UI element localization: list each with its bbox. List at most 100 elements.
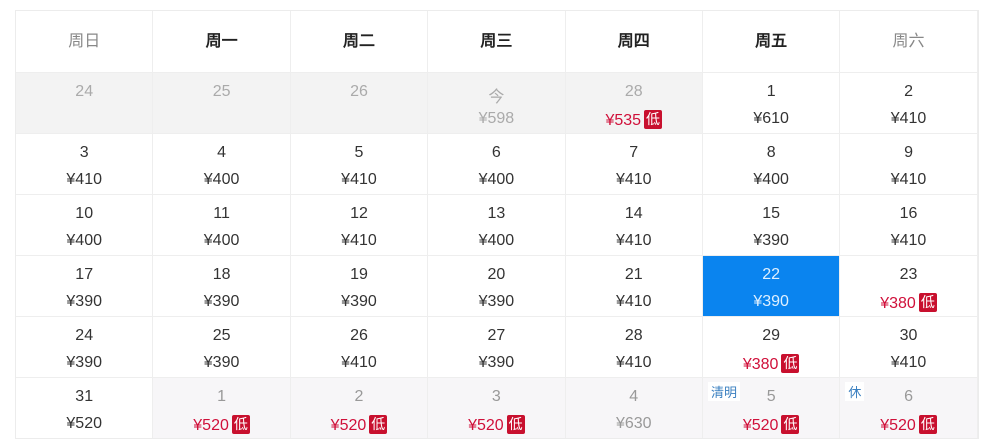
price-value: ¥390 [753,232,789,249]
day-number: 28 [624,327,643,344]
date-cell[interactable]: 4 ¥630 [565,378,703,438]
lowest-price-badge: 低 [781,415,800,434]
day-number: 9 [904,144,913,161]
date-cell[interactable]: 2 ¥520 低 [290,378,429,438]
price: ¥410 [840,171,976,189]
date-cell[interactable]: 2 ¥410 [840,73,978,133]
date-cell[interactable]: 5 ¥410 [291,134,429,194]
price-value: ¥610 [753,110,789,127]
date-cell[interactable]: 1 ¥520 低 [153,378,291,438]
date-cell[interactable]: 1 ¥610 [703,73,841,133]
date-cell[interactable]: 8 ¥400 [703,134,841,194]
date-cell[interactable]: 9 ¥410 [840,134,978,194]
date-cell[interactable]: 15 ¥390 [703,195,841,255]
holiday-tag: 休 [845,382,865,401]
date-cell[interactable]: 23 ¥380 低 [840,256,978,316]
calendar-body: 24 25 26 今 ¥598 28 ¥535 低 1 ¥610 2 ¥410 3 ¥410 4 ¥400 5 ¥… [16,72,978,438]
day-number: 24 [75,83,94,100]
date-cell[interactable]: 清明 5 ¥520 低 [702,378,841,438]
price: ¥520 低 [153,415,289,435]
price-value: ¥410 [615,171,652,188]
date-cell[interactable]: 12 ¥410 [291,195,429,255]
selected-date-cell[interactable]: 22 ¥390 [702,256,841,316]
date-cell: 26 [290,73,429,133]
price-value: ¥410 [341,354,377,371]
date-cell[interactable]: 19 ¥390 [291,256,429,316]
lowest-price-badge: 低 [369,415,388,434]
lowest-price-badge: 低 [231,415,250,434]
price: ¥410 [291,232,427,250]
day-number: 30 [899,327,918,344]
price: ¥520 低 [703,415,839,435]
price-value: ¥410 [890,171,927,188]
day-number: 26 [350,327,368,344]
price: ¥400 [153,171,289,189]
price: ¥410 [566,354,702,372]
price-value: ¥410 [341,171,377,188]
date-cell[interactable]: 29 ¥380 低 [703,317,841,377]
price: ¥390 [428,293,564,311]
price-value: ¥410 [890,232,927,249]
day-number: 6 [904,388,913,405]
date-cell[interactable]: 10 ¥400 [16,195,154,255]
day-number: 今 [488,89,505,106]
date-cell[interactable]: 25 ¥390 [153,317,291,377]
date-cell[interactable]: 14 ¥410 [566,195,703,255]
date-cell[interactable]: 28 ¥535 低 [565,73,703,133]
date-cell[interactable]: 休 6 ¥520 低 [840,378,978,438]
date-cell[interactable]: 24 ¥390 [16,317,154,377]
price-value: ¥390 [478,354,515,371]
price: ¥610 [703,110,839,128]
price: ¥390 [16,293,152,311]
price: ¥410 [566,232,702,250]
date-cell[interactable]: 21 ¥410 [566,256,703,316]
date-cell[interactable]: 27 ¥390 [428,317,566,377]
date-cell[interactable]: 7 ¥410 [566,134,703,194]
date-cell[interactable]: 17 ¥390 [16,256,154,316]
price: ¥520 [16,415,152,433]
date-cell[interactable]: 20 ¥390 [428,256,566,316]
price-value: ¥410 [615,232,652,249]
date-cell[interactable]: 18 ¥390 [153,256,291,316]
weekday-label: 周一 [153,11,291,72]
day-number: 13 [487,205,506,222]
day-number: 21 [624,266,643,283]
price-value: ¥400 [203,232,240,249]
weekday-header: 周日 周一 周二 周三 周四 周五 周六 [16,11,978,72]
day-number: 8 [766,144,776,161]
price-value: ¥400 [203,171,240,188]
price-value: ¥390 [203,354,240,371]
date-cell[interactable]: 26 ¥410 [291,317,429,377]
weekday-label: 周四 [566,11,703,72]
date-cell[interactable]: 30 ¥410 [840,317,978,377]
day-number: 14 [624,205,643,222]
price-value: ¥410 [615,293,652,310]
calendar-week-row: 3 ¥410 4 ¥400 5 ¥410 6 ¥400 7 ¥410 8 ¥400 9 ¥410 [16,133,978,194]
date-cell[interactable]: 13 ¥400 [428,195,566,255]
date-cell[interactable]: 今 ¥598 [428,73,566,133]
date-cell[interactable]: 6 ¥400 [428,134,566,194]
date-cell[interactable]: 11 ¥400 [153,195,291,255]
date-cell[interactable]: 4 ¥400 [153,134,291,194]
price-value: ¥410 [890,354,927,371]
day-number: 29 [762,327,781,344]
day-number: 15 [762,205,781,222]
day-number: 1 [766,83,776,100]
date-cell[interactable]: 16 ¥410 [840,195,978,255]
day-number: 6 [491,144,501,161]
price-value: ¥520 [468,417,504,434]
weekday-label: 周日 [16,11,154,72]
price: ¥520 低 [291,415,427,435]
weekday-label: 周三 [428,11,566,72]
price: ¥400 [16,232,152,250]
price-value: ¥535 [605,112,642,129]
weekday-label: 周六 [840,11,978,72]
date-cell[interactable]: 3 ¥410 [16,134,154,194]
date-cell[interactable]: 28 ¥410 [566,317,703,377]
date-cell[interactable]: 31 ¥520 [16,378,154,438]
price: ¥410 [566,171,702,189]
price-value: ¥520 [742,417,779,434]
date-cell[interactable]: 3 ¥520 低 [428,378,566,438]
price: ¥410 [566,293,702,311]
price: ¥410 [16,171,152,189]
